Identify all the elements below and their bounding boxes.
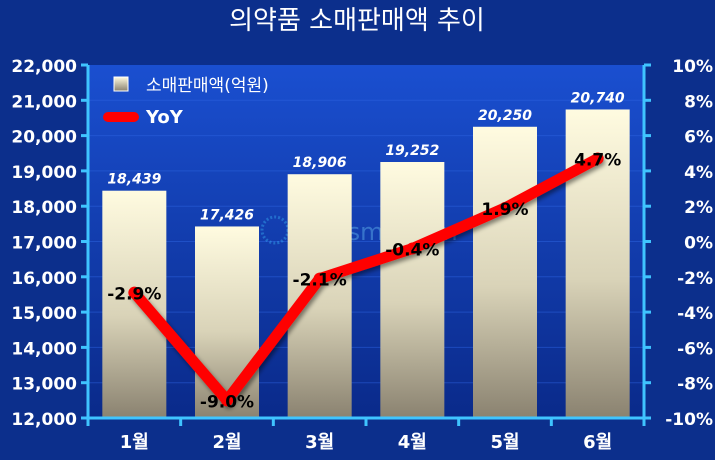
yoy-point-6: [591, 152, 604, 165]
y-right-tick-label: -2%: [677, 269, 713, 289]
yoy-point-2: [221, 394, 233, 407]
y-right-tick-label: 4%: [684, 163, 713, 183]
legend-bar-swatch: [113, 76, 129, 92]
yoy-point-3: [313, 272, 326, 285]
yoy-value-label: -2.9%: [107, 285, 161, 305]
yoy-line-series: -2.9% -9.0% -2.1% -0.4% 1.9% 4.7%: [107, 151, 621, 413]
y-left-tick-label: 12,000: [11, 410, 77, 430]
y-left-tick-label: 22,000: [11, 57, 77, 77]
yoy-value-label: -0.4%: [385, 241, 439, 261]
x-tick-label: 1월: [120, 432, 149, 453]
y-left-tick-label: 21,000: [11, 92, 77, 112]
axes: 12,000 13,000 14,000 15,000 16,000 17,000 18,0…: [11, 57, 713, 453]
bar-1: [102, 190, 167, 418]
y-right-tick-label: -8%: [677, 375, 713, 395]
yoy-value-label: -2.1%: [293, 271, 347, 291]
bar-value-label: 18,439: [107, 172, 161, 188]
legend: 소매판매액(억원) YoY: [103, 76, 269, 128]
y-right-tick-label: 8%: [684, 92, 713, 112]
y-left-tick-label: 15,000: [11, 304, 77, 324]
legend-bar-label: 소매판매액(억원): [146, 76, 269, 96]
x-tick-label: 6월: [583, 432, 612, 453]
y-right-tick-label: 0%: [684, 234, 713, 254]
gridlines: [88, 99, 644, 384]
yoy-value-label: -9.0%: [200, 392, 254, 412]
y-right-tick-label: -4%: [677, 304, 713, 324]
y-left-tick-label: 20,000: [11, 128, 77, 148]
yoy-point-5: [499, 201, 511, 214]
y-right-tick-label: -10%: [665, 410, 713, 430]
bar-value-label: 17,426: [200, 207, 254, 223]
bar-value-label: 20,250: [478, 108, 532, 124]
bar-4: [380, 162, 445, 418]
bar-value-label: 18,906: [293, 155, 347, 171]
bar-5: [473, 126, 537, 419]
yoy-point-4: [406, 242, 419, 255]
y-right-tick-label: -6%: [677, 339, 713, 359]
y-right-tick-label: 2%: [684, 198, 713, 218]
yoy-value-label: 1.9%: [481, 200, 528, 220]
y-right-tick-label: 6%: [684, 128, 713, 148]
yoy-line: [128, 153, 604, 406]
bar-3: [287, 174, 352, 418]
y-left-tick-label: 16,000: [11, 269, 77, 289]
y-left-tick-label: 17,000: [11, 234, 77, 254]
y-left-tick-label: 18,000: [11, 198, 77, 218]
yoy-value-label: 4.7%: [574, 151, 621, 171]
x-tick-label: 2월: [212, 432, 241, 453]
x-tick-label: 5월: [490, 432, 519, 453]
y-left-tick-label: 14,000: [11, 339, 77, 359]
bar-value-label: 20,740: [571, 90, 625, 106]
bar-value-label: 19,252: [385, 143, 439, 159]
x-tick-label: 3월: [305, 432, 334, 453]
y-left-tick-label: 13,000: [11, 375, 77, 395]
legend-line-label: YoY: [145, 107, 184, 128]
chart-title: 의약품 소매판매액 추이: [229, 6, 485, 36]
y-right-tick-label: 10%: [672, 57, 713, 77]
bar-2: [195, 226, 259, 418]
y-left-tick-label: 19,000: [11, 163, 77, 183]
x-tick-label: 4월: [398, 432, 427, 453]
yoy-point-1: [128, 286, 141, 299]
